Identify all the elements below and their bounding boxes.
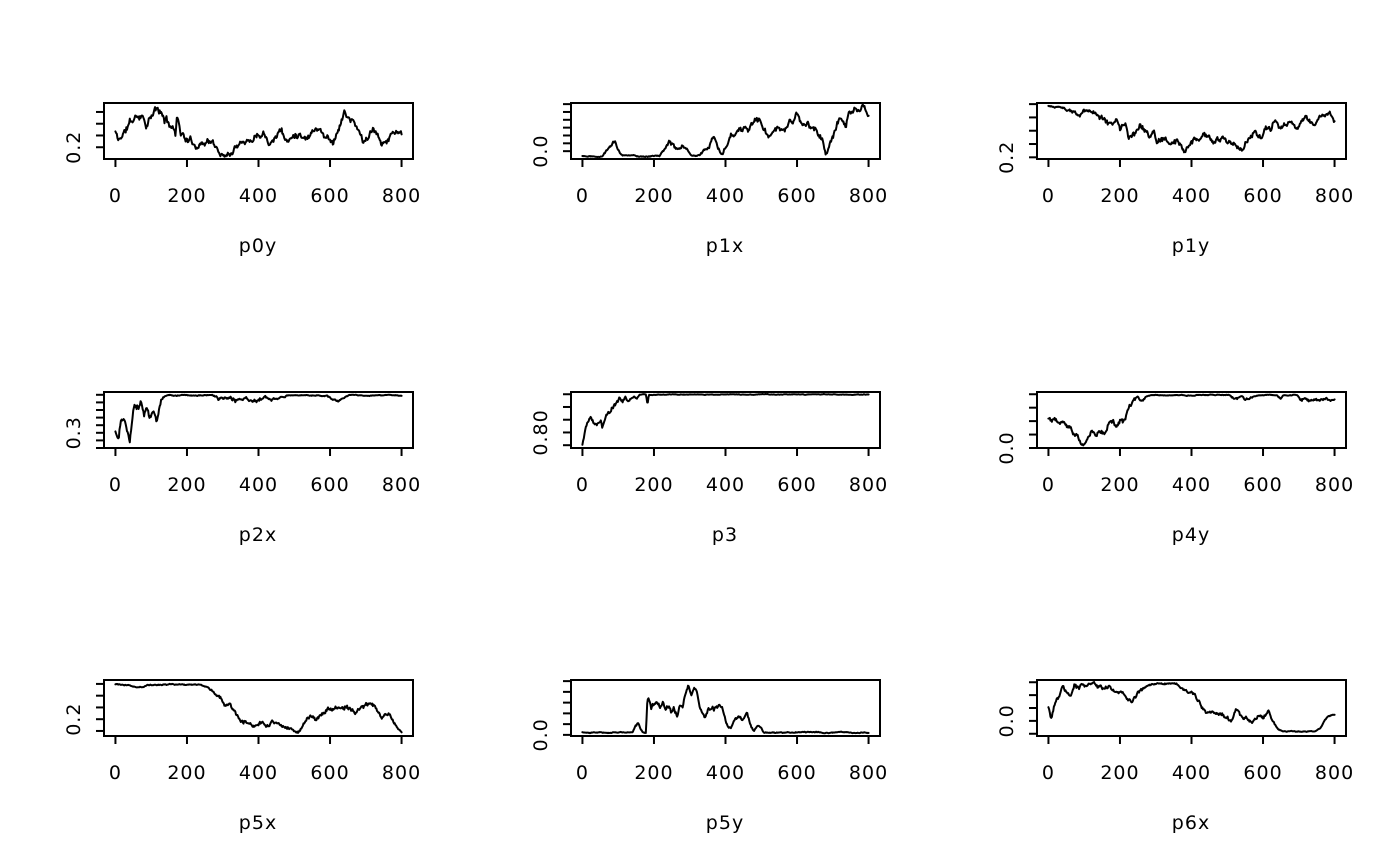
- x-tick-label: 0: [576, 474, 589, 496]
- x-tick-label: 600: [310, 762, 349, 784]
- x-tick-label: 0: [1042, 474, 1055, 496]
- x-tick-label: 0: [1042, 762, 1055, 784]
- trace-line: [114, 393, 403, 443]
- plot-title: p4y: [1172, 524, 1210, 546]
- trace-plot-cell-p3: 0 200 400 600 800 0.80 p3: [467, 289, 934, 578]
- y-axis-label: 0.2: [63, 131, 85, 164]
- x-tick-label: 600: [777, 762, 816, 784]
- trace-plot-cell-p1y: 0 200 400 600 800 0.2 p1y: [933, 0, 1400, 289]
- trace-line: [1047, 104, 1336, 154]
- x-tick-label: 0: [576, 185, 589, 207]
- x-tick-label: 800: [849, 185, 888, 207]
- y-axis-label: 0.3: [63, 416, 85, 449]
- trace-plot-cell-p5x: 0 200 400 600 800 0.2 p5x: [0, 577, 467, 866]
- trace-plot-cell-p6x: 0 200 400 600 800 0.0 p6x: [933, 577, 1400, 866]
- trace-plot-cell-p5y: 0 200 400 600 800 0.0 p5y: [467, 577, 934, 866]
- x-tick-label: 0: [109, 185, 122, 207]
- x-tick-label: 800: [382, 762, 421, 784]
- trace-line: [581, 685, 870, 735]
- plot-canvas-p4y: 0 200 400 600 800 0.0 p4y: [996, 390, 1354, 546]
- x-tick-label: 800: [1315, 474, 1354, 496]
- y-axis-label: 0.0: [996, 705, 1018, 738]
- plot-title: p2x: [239, 524, 277, 546]
- x-tick-label: 400: [706, 185, 745, 207]
- x-tick-label: 0: [109, 474, 122, 496]
- x-tick-label: 600: [310, 474, 349, 496]
- x-tick-label: 200: [634, 185, 673, 207]
- y-axis-label: 0.2: [996, 141, 1018, 174]
- trace-line: [581, 392, 870, 446]
- plot-frame: [569, 679, 881, 738]
- x-tick-label: 800: [1315, 185, 1354, 207]
- plot-canvas-p5y: 0 200 400 600 800 0.0 p5y: [530, 679, 888, 834]
- x-tick-label: 200: [634, 474, 673, 496]
- plot-canvas-p5x: 0 200 400 600 800 0.2 p5x: [63, 679, 421, 834]
- x-tick-label: 400: [706, 474, 745, 496]
- x-tick-label: 400: [706, 762, 745, 784]
- x-tick-label: 400: [1172, 185, 1211, 207]
- trace-plot-cell-p1x: 0 200 400 600 800 0.0 p1x: [467, 0, 934, 289]
- x-tick-label: 600: [777, 185, 816, 207]
- trace-line: [581, 104, 870, 158]
- trace-line: [114, 106, 403, 158]
- x-tick-label: 200: [1101, 762, 1140, 784]
- plot-title: p5x: [239, 812, 277, 834]
- trace-plot-cell-p0y: 0 200 400 600 800 0.2 p0y: [0, 0, 467, 289]
- x-tick-label: 600: [1244, 185, 1283, 207]
- x-tick-label: 400: [1172, 474, 1211, 496]
- plot-title: p0y: [239, 235, 277, 257]
- x-tick-label: 200: [167, 474, 206, 496]
- x-tick-label: 400: [1172, 762, 1211, 784]
- plot-title: p1x: [705, 235, 743, 257]
- x-tick-label: 600: [1244, 762, 1283, 784]
- x-tick-label: 400: [239, 762, 278, 784]
- x-tick-label: 600: [310, 185, 349, 207]
- x-tick-label: 200: [1101, 185, 1140, 207]
- x-tick-label: 800: [382, 474, 421, 496]
- x-tick-label: 800: [849, 762, 888, 784]
- x-tick-label: 0: [576, 762, 589, 784]
- trace-line: [114, 683, 403, 735]
- plot-title: p1y: [1172, 235, 1210, 257]
- x-tick-label: 200: [1101, 474, 1140, 496]
- y-axis-label: 0.0: [996, 431, 1018, 464]
- y-axis-label: 0.0: [530, 135, 552, 168]
- plot-title: p3: [712, 524, 738, 546]
- x-tick-label: 800: [849, 474, 888, 496]
- y-axis-label: 0.2: [63, 703, 85, 736]
- y-axis-label: 0.0: [530, 719, 552, 752]
- plot-frame: [103, 679, 414, 738]
- x-tick-label: 200: [167, 762, 206, 784]
- trace-line: [1047, 393, 1336, 447]
- trace-line: [1047, 681, 1336, 734]
- plot-canvas-p3: 0 200 400 600 800 0.80 p3: [530, 390, 888, 546]
- x-tick-label: 800: [1315, 762, 1354, 784]
- x-tick-label: 200: [634, 762, 673, 784]
- x-tick-label: 0: [109, 762, 122, 784]
- plot-canvas-p1y: 0 200 400 600 800 0.2 p1y: [996, 102, 1354, 257]
- trace-plot-cell-p2x: 0 200 400 600 800 0.3 p2x: [0, 289, 467, 578]
- plot-canvas-p6x: 0 200 400 600 800 0.0 p6x: [996, 679, 1354, 834]
- y-axis-label: 0.80: [530, 409, 552, 455]
- x-tick-label: 200: [167, 185, 206, 207]
- plot-frame: [103, 102, 414, 160]
- plot-canvas-p2x: 0 200 400 600 800 0.3 p2x: [63, 390, 421, 546]
- x-tick-label: 400: [239, 474, 278, 496]
- plot-title: p6x: [1172, 812, 1210, 834]
- x-tick-label: 400: [239, 185, 278, 207]
- x-tick-label: 600: [1244, 474, 1283, 496]
- plot-canvas-p1x: 0 200 400 600 800 0.0 p1x: [530, 102, 888, 257]
- plot-title: p5y: [705, 812, 743, 834]
- plot-frame: [1036, 679, 1348, 738]
- x-tick-label: 0: [1042, 185, 1055, 207]
- trace-plot-cell-p4y: 0 200 400 600 800 0.0 p4y: [933, 289, 1400, 578]
- x-tick-label: 600: [777, 474, 816, 496]
- x-tick-label: 800: [382, 185, 421, 207]
- plot-canvas-p0y: 0 200 400 600 800 0.2 p0y: [63, 102, 421, 257]
